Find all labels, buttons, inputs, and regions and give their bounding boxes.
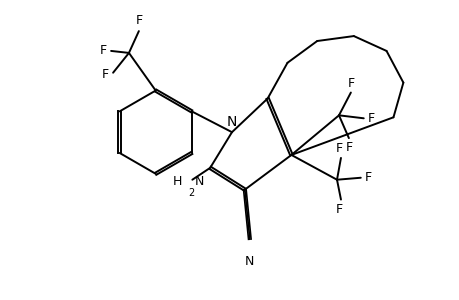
Text: F: F (364, 171, 371, 184)
Text: F: F (102, 68, 109, 81)
Text: F: F (345, 141, 352, 154)
Text: H: H (173, 175, 182, 188)
Text: F: F (100, 44, 107, 57)
Text: F: F (135, 14, 142, 27)
Text: N: N (194, 175, 203, 188)
Text: F: F (335, 142, 342, 155)
Text: F: F (347, 76, 354, 90)
Text: F: F (335, 202, 342, 215)
Text: 2: 2 (188, 188, 194, 198)
Text: F: F (367, 112, 374, 125)
Text: N: N (245, 255, 254, 268)
Text: N: N (226, 115, 237, 129)
